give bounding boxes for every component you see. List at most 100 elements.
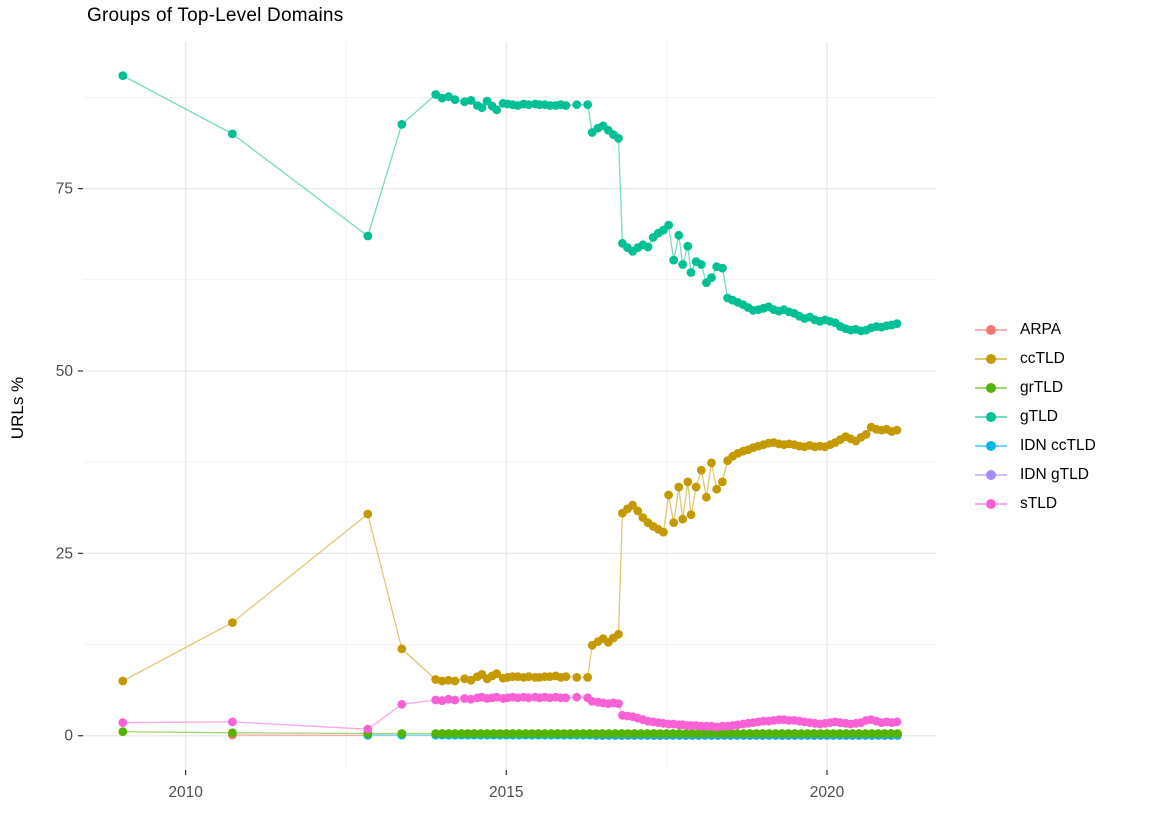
legend-key-icon — [975, 494, 1007, 514]
data-point-gtld — [363, 231, 373, 241]
data-point-stld — [363, 724, 373, 734]
data-point-stld — [524, 693, 534, 703]
data-point-cctld — [633, 506, 643, 516]
data-point-cctld — [674, 482, 684, 492]
data-point-grtld — [854, 729, 864, 738]
data-point-grtld — [469, 729, 479, 738]
data-point-cctld — [691, 482, 701, 492]
data-point-grtld — [489, 729, 498, 738]
data-point-grtld — [540, 729, 550, 738]
data-point-grtld — [835, 729, 845, 738]
data-point-grtld — [228, 728, 237, 738]
data-point-grtld — [726, 729, 736, 738]
data-point-gtld — [718, 263, 727, 273]
data-point-grtld — [578, 729, 588, 738]
legend-item-idn-cctld: IDN ccTLD — [975, 436, 1096, 456]
data-point-grtld — [649, 729, 659, 738]
data-point-cctld — [707, 458, 716, 468]
data-point-grtld — [118, 727, 128, 737]
data-point-grtld — [444, 729, 453, 738]
y-tick-label: 0 — [64, 728, 73, 745]
legend-item-gtld: gTLD — [975, 407, 1096, 427]
data-point-grtld — [534, 729, 543, 738]
data-point-cctld — [492, 669, 502, 679]
data-point-grtld — [694, 729, 704, 738]
data-point-grtld — [591, 729, 601, 738]
data-point-stld — [561, 693, 571, 703]
data-point-cctld — [669, 518, 679, 528]
chart-title: Groups of Top-Level Domains — [87, 5, 344, 26]
data-point-cctld — [118, 676, 128, 686]
legend-key-icon — [975, 465, 1007, 485]
data-point-stld — [460, 694, 469, 703]
data-point-cctld — [712, 484, 722, 494]
data-point-grtld — [643, 729, 652, 738]
data-point-grtld — [514, 729, 524, 738]
data-point-grtld — [790, 729, 800, 738]
data-point-stld — [397, 699, 407, 709]
data-point-grtld — [886, 729, 896, 738]
data-point-grtld — [585, 729, 595, 738]
data-point-grtld — [893, 729, 902, 738]
data-point-cctld — [678, 514, 688, 524]
data-point-grtld — [559, 729, 569, 738]
x-tick-label: 2015 — [489, 784, 523, 801]
data-point-gtld — [892, 319, 902, 328]
data-point-grtld — [508, 729, 518, 738]
data-point-grtld — [880, 729, 890, 738]
data-point-stld — [118, 718, 128, 727]
data-point-gtld — [583, 100, 593, 110]
data-point-grtld — [848, 729, 857, 738]
data-point-grtld — [829, 729, 838, 738]
data-point-cctld — [718, 477, 727, 487]
data-point-stld — [228, 717, 237, 727]
legend-key-icon — [975, 349, 1007, 369]
data-point-gtld — [696, 260, 706, 269]
data-point-gtld — [707, 273, 716, 282]
data-point-gtld — [450, 95, 460, 104]
legend-item-cctld: ccTLD — [975, 349, 1096, 369]
data-point-gtld — [572, 100, 582, 110]
data-point-grtld — [867, 729, 877, 738]
data-point-gtld — [561, 101, 571, 110]
data-point-grtld — [431, 729, 441, 738]
data-point-cctld — [664, 490, 673, 500]
legend: ARPA ccTLD grTLD gTLD IDN ccTLD IDN gTLD sTLD — [975, 320, 1096, 514]
data-point-gtld — [686, 268, 696, 277]
series-line-cctld — [122, 426, 898, 682]
data-point-grtld — [720, 729, 729, 738]
data-point-grtld — [803, 729, 813, 738]
data-point-grtld — [771, 729, 781, 738]
legend-item-arpa: ARPA — [975, 320, 1096, 340]
data-point-grtld — [822, 729, 832, 738]
data-point-grtld — [758, 729, 768, 738]
legend-key-icon — [975, 378, 1007, 398]
data-point-cctld — [444, 675, 453, 685]
data-point-grtld — [617, 729, 627, 738]
data-point-grtld — [546, 729, 556, 738]
data-point-grtld — [655, 729, 665, 738]
data-point-cctld — [628, 500, 637, 510]
data-point-grtld — [553, 729, 562, 738]
legend-label: sTLD — [1020, 495, 1058, 512]
data-point-gtld — [669, 255, 679, 265]
data-point-cctld — [892, 425, 902, 435]
data-point-grtld — [745, 729, 755, 738]
data-point-grtld — [495, 729, 505, 738]
data-point-grtld — [501, 729, 511, 738]
data-point-grtld — [739, 729, 748, 738]
legend-label: IDN gTLD — [1020, 466, 1089, 483]
data-point-grtld — [636, 729, 646, 738]
data-point-grtld — [873, 729, 883, 738]
y-tick-label: 25 — [56, 545, 73, 562]
data-point-cctld — [572, 673, 582, 682]
legend-key-icon — [975, 407, 1007, 427]
legend-label: IDN ccTLD — [1020, 437, 1096, 454]
data-point-stld — [572, 692, 582, 702]
data-point-cctld — [437, 676, 447, 686]
data-point-cctld — [583, 673, 593, 682]
data-point-gtld — [492, 105, 502, 115]
legend-key-icon — [975, 436, 1007, 456]
data-point-grtld — [662, 729, 671, 738]
data-point-grtld — [610, 729, 620, 738]
